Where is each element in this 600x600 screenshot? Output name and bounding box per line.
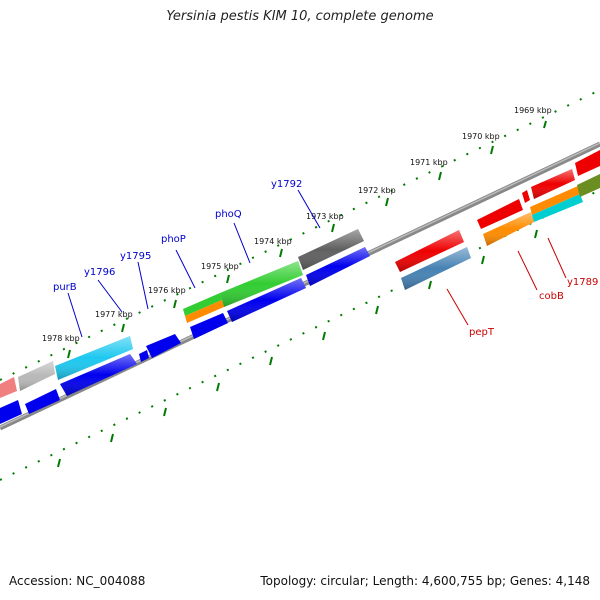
reverse-cds	[477, 199, 523, 229]
major-tick	[216, 382, 220, 392]
major-tick	[269, 356, 273, 366]
leader-line	[233, 222, 251, 264]
accession-text: Accession: NC_004088	[9, 574, 146, 588]
outer-minor-ticks	[0, 89, 600, 381]
major-tick	[322, 331, 326, 341]
major-tick	[57, 458, 61, 468]
scale-labels: 1969 kbp 1970 kbp 1971 kbp 1972 kbp 1973…	[42, 106, 552, 343]
scale-label: 1969 kbp	[514, 106, 552, 115]
major-ticks	[57, 120, 547, 468]
gene-label-cobB[interactable]: cobB	[539, 291, 564, 302]
gene-label-y1789[interactable]: y1789	[567, 277, 598, 288]
scale-label: 1971 kbp	[410, 158, 448, 167]
phoP-secondary-gene	[185, 300, 224, 323]
reverse-label-leaders	[446, 237, 567, 326]
reverse-gene-olive	[577, 174, 600, 197]
scale-label: 1975 kbp	[201, 262, 239, 271]
major-tick	[438, 171, 442, 181]
gene-label-y1796[interactable]: y1796	[84, 267, 115, 278]
reverse-gene-cyan	[532, 194, 583, 222]
leader-line	[446, 288, 469, 326]
major-tick	[163, 407, 167, 417]
major-tick	[385, 197, 389, 207]
leader-line	[547, 237, 567, 279]
major-tick	[543, 120, 547, 129]
leader-line	[97, 279, 123, 313]
scale-label: 1974 kbp	[254, 237, 292, 246]
gene-block-pink	[0, 377, 17, 398]
forward-cds	[25, 389, 60, 414]
colored-gene-row	[0, 229, 364, 398]
reverse-gene-labels: pepT cobB y1789	[469, 277, 598, 338]
leader-line	[297, 189, 321, 229]
major-tick	[481, 255, 485, 265]
major-tick	[110, 433, 114, 443]
leader-line	[137, 261, 149, 310]
reverse-cds	[522, 190, 530, 203]
leader-line	[517, 250, 538, 291]
major-tick	[331, 223, 335, 233]
gene-label-phoQ[interactable]: phoQ	[215, 209, 242, 220]
major-tick	[173, 299, 177, 309]
forward-gene-labels: y1792 phoQ phoP y1795 y1796 purB	[53, 179, 302, 293]
major-tick	[490, 145, 494, 155]
leader-line	[67, 292, 83, 338]
forward-cds	[139, 350, 149, 362]
gene-label-y1795[interactable]: y1795	[120, 251, 151, 262]
major-tick	[428, 280, 432, 290]
reverse-gene-orange	[530, 186, 580, 215]
scale-label: 1970 kbp	[462, 132, 500, 141]
forward-cds	[0, 400, 22, 424]
forward-cds	[190, 313, 228, 339]
outer-scale-ticks	[0, 89, 600, 381]
phoP-gene	[183, 293, 222, 316]
forward-label-leaders	[67, 189, 321, 338]
scale-label: 1978 kbp	[42, 334, 80, 343]
major-tick	[121, 323, 125, 333]
gene-label-pepT[interactable]: pepT	[469, 327, 495, 338]
scale-label: 1973 kbp	[306, 212, 344, 221]
gene-label-phoP[interactable]: phoP	[161, 234, 186, 245]
map-title: Yersinia pestis KIM 10, complete genome	[166, 9, 434, 24]
major-tick	[534, 229, 538, 239]
leader-line	[175, 249, 196, 289]
scale-label: 1972 kbp	[358, 186, 396, 195]
reverse-cds	[575, 150, 600, 176]
scale-label: 1977 kbp	[95, 310, 133, 319]
gene-label-purB[interactable]: purB	[53, 282, 77, 293]
genome-summary: Topology: circular; Length: 4,600,755 bp…	[260, 574, 590, 588]
reverse-gene-row	[395, 150, 600, 290]
major-tick	[226, 274, 230, 284]
gene-label-y1792[interactable]: y1792	[271, 179, 302, 190]
major-tick	[67, 349, 71, 359]
scale-label: 1976 kbp	[148, 286, 186, 295]
major-tick	[279, 248, 283, 258]
major-tick	[375, 305, 379, 315]
forward-cds	[146, 334, 181, 358]
